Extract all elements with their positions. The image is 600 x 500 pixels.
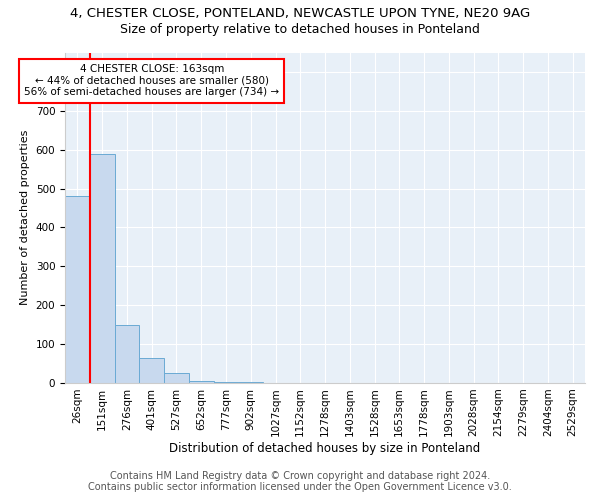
Bar [189,381,214,383]
Bar [90,154,115,383]
Y-axis label: Number of detached properties: Number of detached properties [20,130,30,306]
Bar [164,373,189,383]
Bar [115,324,139,383]
Bar [65,196,90,383]
Text: 4 CHESTER CLOSE: 163sqm
← 44% of detached houses are smaller (580)
56% of semi-d: 4 CHESTER CLOSE: 163sqm ← 44% of detache… [24,64,279,98]
Bar [139,358,164,383]
X-axis label: Distribution of detached houses by size in Ponteland: Distribution of detached houses by size … [169,442,481,455]
Text: Contains HM Land Registry data © Crown copyright and database right 2024.
Contai: Contains HM Land Registry data © Crown c… [88,471,512,492]
Text: 4, CHESTER CLOSE, PONTELAND, NEWCASTLE UPON TYNE, NE20 9AG: 4, CHESTER CLOSE, PONTELAND, NEWCASTLE U… [70,8,530,20]
Bar [214,382,238,383]
Text: Size of property relative to detached houses in Ponteland: Size of property relative to detached ho… [120,22,480,36]
